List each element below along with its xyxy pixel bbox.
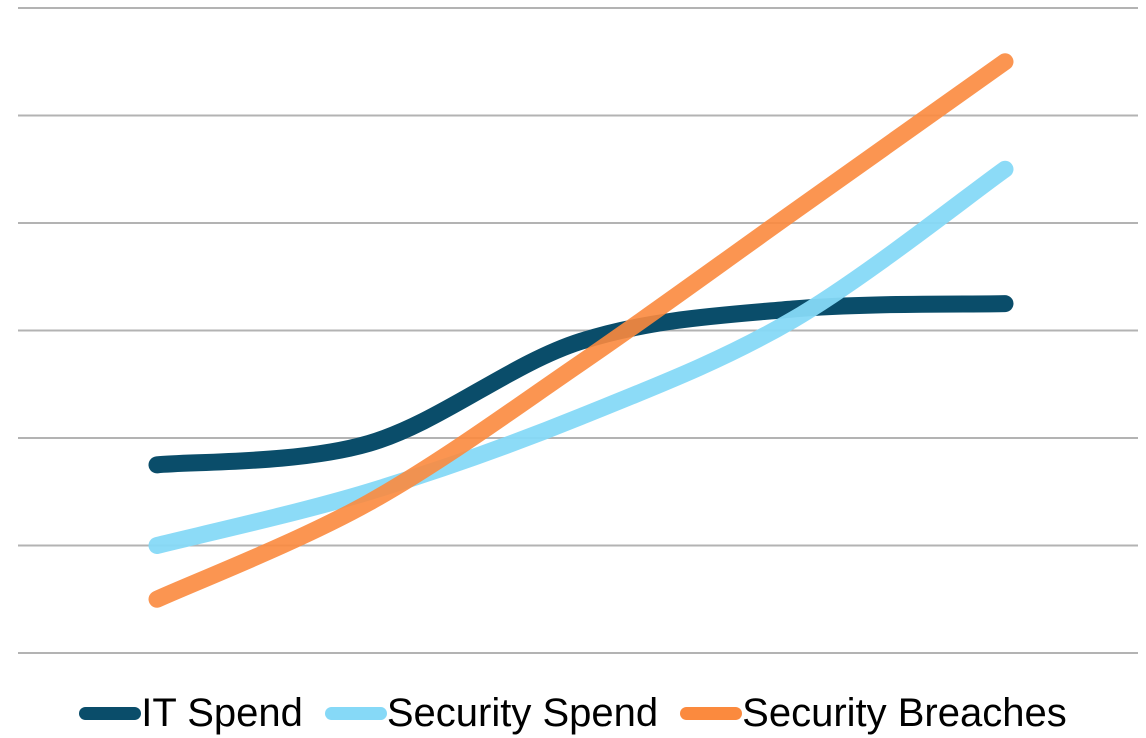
legend-label-security-breaches: Security Breaches (742, 690, 1067, 735)
legend-label-security-spend: Security Spend (386, 690, 659, 735)
series-line-security-breaches (148, 53, 1014, 608)
legend-swatch-security-breaches (680, 706, 743, 720)
legend: IT Spend Security Spend Security Breache… (0, 688, 1146, 738)
legend-item-security-spend: Security Spend (324, 690, 659, 736)
gridlines (18, 7, 1138, 654)
series-lines (148, 53, 1014, 608)
line-chart (18, 7, 1138, 654)
legend-item-it-spend: IT Spend (79, 691, 303, 736)
legend-item-security-breaches: Security Breaches (680, 691, 1067, 736)
series-line-security-spend (148, 160, 1014, 554)
series-line-it-spend (148, 295, 1014, 474)
legend-swatch-security-spend (324, 706, 387, 720)
legend-swatch-it-spend (79, 706, 142, 720)
legend-label-it-spend: IT Spend (141, 690, 303, 735)
